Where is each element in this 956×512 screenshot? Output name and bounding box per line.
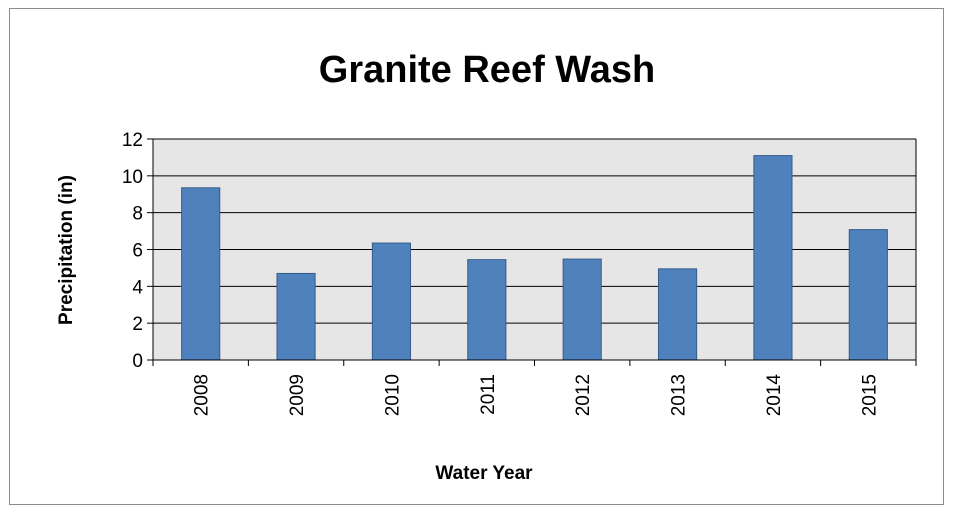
axes bbox=[147, 138, 917, 366]
x-tick-label: 2008 bbox=[192, 374, 213, 416]
y-tick-labels: 0 2 4 6 8 10 12 bbox=[122, 130, 144, 372]
y-tick-label: 8 bbox=[132, 204, 143, 225]
y-tick-label: 2 bbox=[132, 314, 143, 335]
y-tick-label: 6 bbox=[132, 241, 143, 262]
bar-2013 bbox=[657, 268, 698, 361]
x-tick-label: 2011 bbox=[478, 374, 499, 415]
x-axis-title: Water Year bbox=[435, 463, 533, 484]
bar-2014 bbox=[753, 155, 793, 361]
bar-2011 bbox=[467, 259, 507, 361]
chart-title: Granite Reef Wash bbox=[319, 49, 655, 91]
y-tick-label: 12 bbox=[122, 130, 143, 151]
x-tick-label: 2009 bbox=[287, 374, 308, 416]
x-tick-label: 2012 bbox=[573, 374, 594, 416]
bar-2009 bbox=[276, 272, 316, 361]
bars bbox=[181, 155, 888, 361]
y-axis-title: Precipitation (in) bbox=[56, 175, 77, 325]
x-tick-label: 2010 bbox=[382, 374, 403, 416]
y-tick-label: 0 bbox=[132, 351, 143, 372]
bar-2008 bbox=[181, 187, 221, 361]
bar-2012 bbox=[562, 258, 602, 361]
bar-2015 bbox=[848, 229, 888, 361]
x-tick-label: 2014 bbox=[764, 374, 785, 417]
y-tick-label: 4 bbox=[132, 277, 143, 298]
x-tick-label: 2015 bbox=[859, 374, 880, 416]
y-tick-label: 10 bbox=[122, 167, 143, 188]
bar-2010 bbox=[371, 242, 412, 361]
x-tick-label: 2013 bbox=[669, 374, 690, 416]
x-tick-labels: 2008 2009 2010 2011 2012 2013 2014 2015 bbox=[192, 374, 881, 417]
